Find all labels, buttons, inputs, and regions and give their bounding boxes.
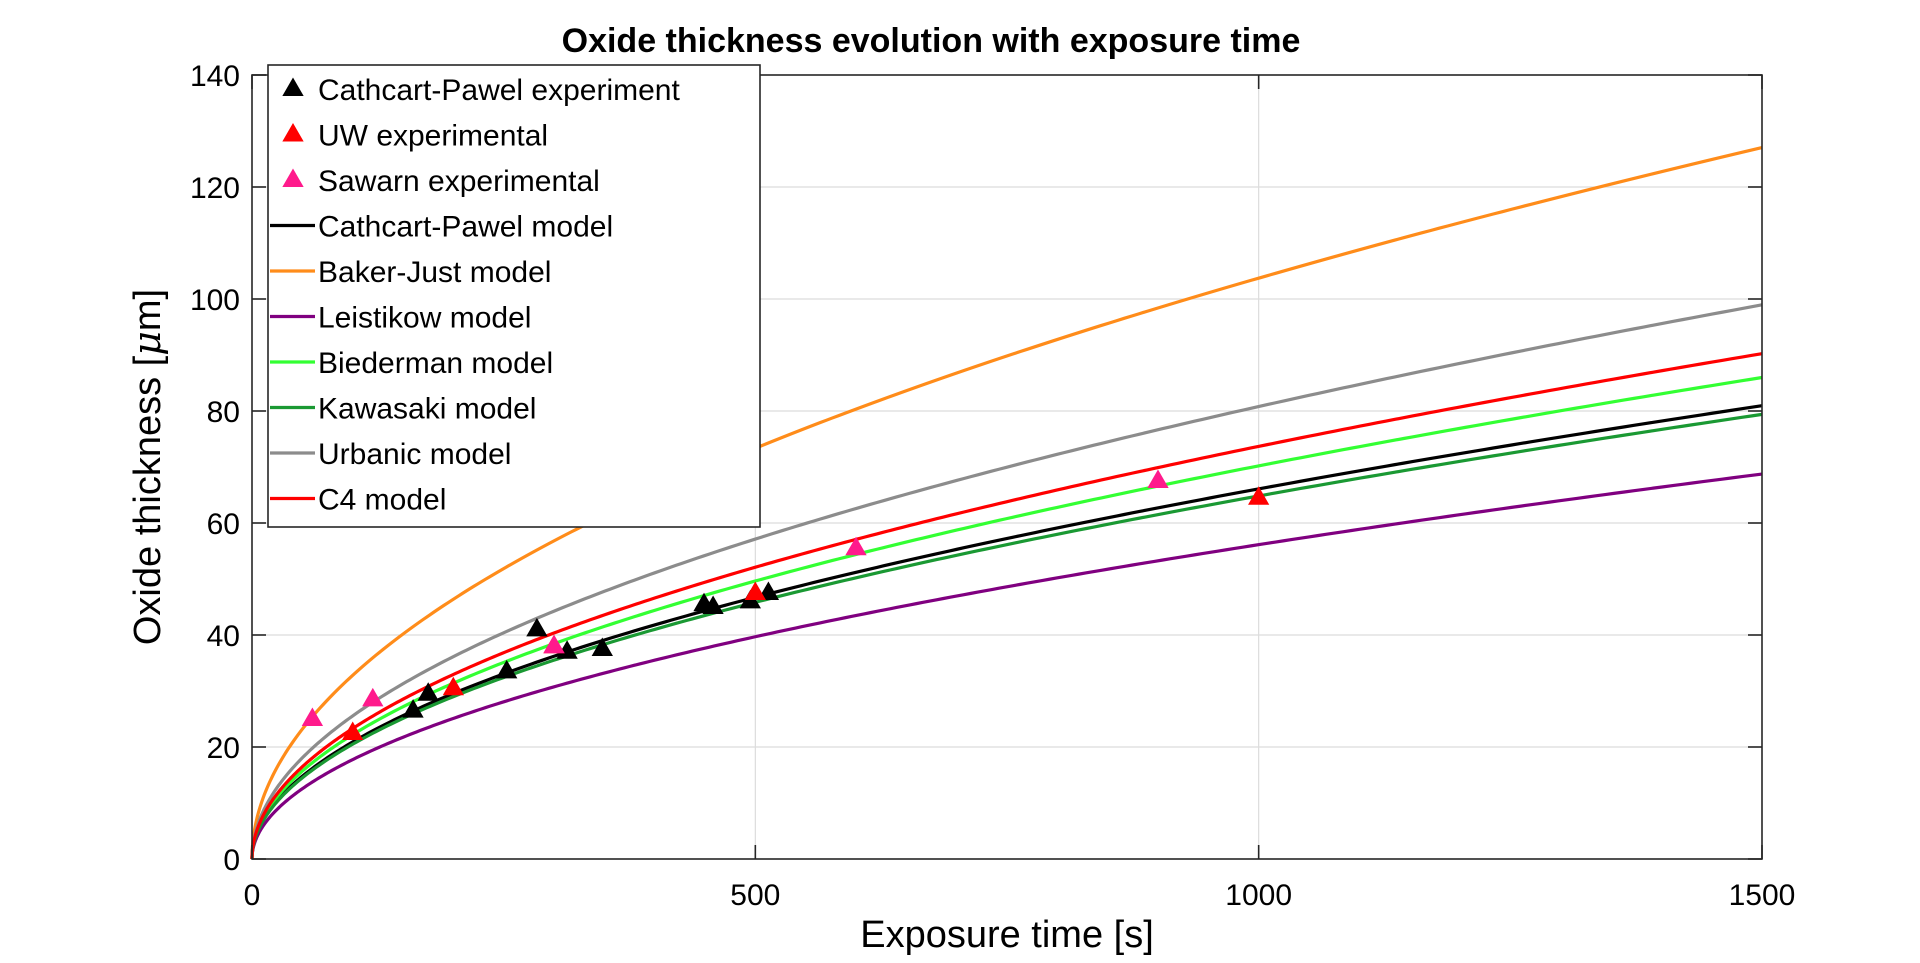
plot-frame (251, 74, 1763, 860)
legend-label: Urbanic model (318, 438, 511, 471)
series-line-c4-model (250, 352, 1763, 860)
data-point-sawarn-experimental (362, 687, 384, 707)
data-point-uw-experimental (744, 581, 766, 600)
legend-item-cathcart-pawel-model: Cathcart-Pawel model (270, 211, 613, 244)
y-axis-label-tail: m] (127, 289, 169, 331)
legend-label: Cathcart-Pawel experiment (318, 74, 680, 107)
tick-labels: 0 500 1000 1500 0 20 40 60 80 100 120 140 (190, 60, 1795, 912)
marker-layer (301, 469, 1270, 740)
legend-marker (282, 122, 304, 142)
legend-item-sawarn-experimental: Sawarn experimental (282, 165, 600, 198)
data-point-uw-experimental (342, 721, 364, 740)
series-line-biederman-model (250, 375, 1763, 860)
legend-item-urbanic-model: Urbanic model (270, 438, 511, 471)
legend-item-c4-model: C4 model (270, 484, 446, 517)
y-tick-label: 100 (190, 284, 240, 317)
series-line-leistikow-model (250, 472, 1763, 860)
data-point-cathcart-pawel-experiment (402, 699, 424, 718)
data-point-cathcart-pawel-experiment (496, 659, 518, 679)
y-tick-label: 60 (207, 508, 240, 541)
y-axis-label: Oxide thickness [μm] (125, 289, 169, 645)
y-tick-label: 40 (207, 620, 240, 653)
x-tick-label: 500 (730, 879, 780, 912)
y-tick-label: 120 (190, 172, 240, 205)
tick-layer (251, 74, 1763, 860)
x-tick-label: 1000 (1225, 879, 1292, 912)
legend-marker (282, 168, 304, 187)
data-point-uw-experimental (442, 676, 464, 696)
data-point-sawarn-experimental (301, 707, 324, 726)
data-point-cathcart-pawel-experiment (757, 581, 780, 600)
data-point-cathcart-pawel-experiment (417, 682, 439, 701)
y-tick-label: 80 (207, 396, 240, 429)
y-axis-label-main: Oxide thickness [ (127, 355, 169, 645)
data-point-sawarn-experimental (1147, 469, 1169, 488)
y-tick-label: 20 (207, 732, 240, 765)
y-tick-label: 140 (190, 60, 240, 93)
legend-item-baker-just-model: Baker-Just model (270, 256, 551, 289)
data-point-cathcart-pawel-experiment (526, 617, 548, 637)
legend-item-leistikow-model: Leistikow model (270, 302, 531, 335)
legend-marker (282, 77, 304, 96)
legend-label: C4 model (318, 484, 446, 517)
legend-item-uw-experimental: UW experimental (282, 120, 548, 153)
x-tick-label: 0 (244, 879, 261, 912)
data-point-sawarn-experimental (845, 536, 867, 556)
legend-items: Cathcart-Pawel experiment UW experimental… (270, 74, 680, 517)
data-point-cathcart-pawel-experiment (591, 637, 613, 656)
legend-label: Baker-Just model (318, 256, 551, 289)
y-axis-label-mu: μ (125, 331, 169, 356)
data-point-sawarn-experimental (543, 634, 565, 654)
chart-title: Oxide thickness evolution with exposure … (562, 22, 1301, 60)
legend-label: Biederman model (318, 347, 553, 380)
legend-item-kawasaki-model: Kawasaki model (270, 393, 536, 426)
series-line-urbanic-model (250, 303, 1763, 860)
legend-label: Leistikow model (318, 302, 531, 335)
legend-item-cathcart-pawel-experiment: Cathcart-Pawel experiment (282, 74, 680, 107)
y-tick-label: 0 (223, 844, 240, 877)
legend-box (267, 64, 761, 528)
x-axis-label: Exposure time [s] (860, 914, 1154, 956)
legend-item-biederman-model: Biederman model (270, 347, 553, 380)
legend-label: Cathcart-Pawel model (318, 211, 613, 244)
legend: Cathcart-Pawel experiment UW experimental… (267, 64, 761, 528)
series-line-kawasaki-model (250, 412, 1763, 860)
legend-label: Sawarn experimental (318, 165, 600, 198)
x-tick-label: 1500 (1729, 879, 1796, 912)
legend-label: Kawasaki model (318, 393, 536, 426)
data-point-cathcart-pawel-experiment (702, 595, 724, 614)
data-point-uw-experimental (1248, 486, 1270, 505)
legend-label: UW experimental (318, 120, 548, 153)
